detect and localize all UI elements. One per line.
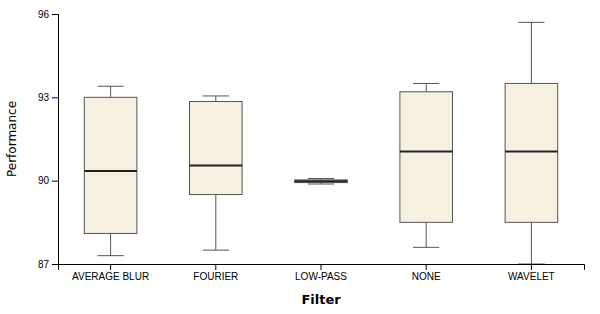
plot: 87 90 93 96 AVERAGE BLUR FOURIER LOW-PASS NONE W… — [38, 9, 585, 282]
y-axis: 87 90 93 96 — [38, 9, 59, 270]
cap-low — [413, 247, 439, 248]
x-axis-line — [59, 265, 585, 271]
cap-low — [97, 255, 123, 256]
cap-high — [518, 22, 544, 23]
box — [295, 180, 348, 183]
whisker-high — [215, 96, 216, 102]
x-tick: FOURIER — [193, 264, 238, 282]
median — [505, 151, 558, 153]
x-tick-line — [321, 264, 322, 270]
x-axis-title: Filter — [301, 292, 341, 307]
x-tick-label: AVERAGE BLUR — [72, 271, 149, 282]
y-axis-title: Performance — [5, 101, 19, 177]
y-tick: 96 — [38, 9, 58, 20]
box-plot — [505, 22, 558, 264]
x-tick: WAVELET — [508, 264, 555, 282]
y-tick: 90 — [38, 175, 58, 186]
cap-low — [518, 264, 544, 265]
whisker-high — [110, 86, 111, 97]
cap-high — [308, 178, 334, 179]
y-tick-label: 90 — [38, 175, 50, 186]
median — [400, 151, 453, 153]
x-tick-line — [426, 264, 427, 270]
y-tick: 87 — [38, 259, 58, 270]
x-tick-line — [110, 264, 111, 270]
box-plot — [295, 178, 348, 184]
whisker-low — [531, 222, 532, 264]
whisker-low — [215, 195, 216, 251]
x-tick: AVERAGE BLUR — [72, 264, 149, 282]
y-tick-line — [52, 181, 58, 182]
cap-low — [308, 184, 334, 185]
cap-high — [203, 95, 229, 96]
y-tick: 93 — [38, 92, 58, 103]
median — [84, 170, 137, 172]
boxes — [84, 22, 557, 264]
x-tick-line — [215, 264, 216, 270]
x-tick: LOW-PASS — [295, 264, 347, 282]
y-tick-line — [52, 264, 58, 265]
y-tick-label: 87 — [38, 259, 50, 270]
x-tick-label: FOURIER — [193, 271, 238, 282]
whisker-low — [110, 233, 111, 255]
whisker-low — [426, 222, 427, 247]
y-tick-label: 96 — [38, 9, 50, 20]
x-tick-label: WAVELET — [508, 271, 555, 282]
x-axis: AVERAGE BLUR FOURIER LOW-PASS NONE WAVELET — [59, 264, 585, 282]
box — [400, 92, 453, 223]
box-plot — [400, 83, 453, 247]
whisker-high — [531, 22, 532, 83]
whisker-high — [426, 83, 427, 91]
x-tick-label: NONE — [412, 271, 441, 282]
median — [190, 164, 243, 166]
cap-high — [413, 83, 439, 84]
box-plot — [84, 86, 137, 255]
cap-low — [203, 250, 229, 251]
box — [190, 102, 243, 195]
y-tick-label: 93 — [38, 92, 50, 103]
chart: 87 90 93 96 AVERAGE BLUR FOURIER LOW-PASS NONE W… — [0, 0, 600, 314]
y-tick-line — [52, 97, 58, 98]
median — [295, 180, 348, 182]
x-tick-label: LOW-PASS — [295, 271, 347, 282]
box — [84, 97, 137, 233]
y-axis-line — [52, 15, 59, 265]
box-plot — [190, 96, 243, 250]
box — [505, 83, 558, 222]
cap-high — [97, 86, 123, 87]
x-tick: NONE — [412, 264, 441, 282]
y-tick-line — [52, 14, 58, 15]
x-tick-line — [531, 264, 532, 270]
